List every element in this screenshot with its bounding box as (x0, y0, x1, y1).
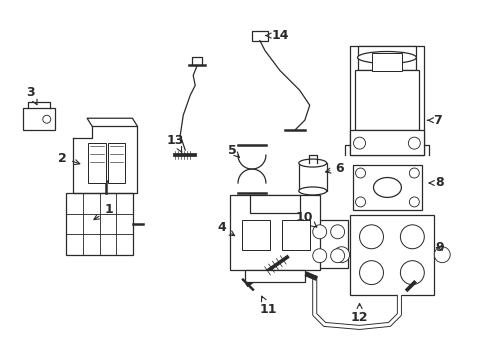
Circle shape (42, 115, 51, 123)
Circle shape (333, 247, 349, 263)
Bar (309, 220, 347, 268)
Bar (251, 31, 267, 41)
Circle shape (330, 249, 344, 263)
Bar (349, 45, 424, 155)
Bar (352, 165, 422, 210)
Bar (349, 215, 433, 294)
Bar (23, 108, 55, 130)
Ellipse shape (357, 51, 415, 63)
Circle shape (330, 225, 344, 239)
Text: 9: 9 (434, 241, 443, 254)
Bar (244, 270, 304, 282)
Circle shape (355, 168, 365, 178)
Circle shape (359, 261, 383, 285)
Bar (371, 54, 401, 71)
Bar (357, 45, 415, 71)
Bar (298, 163, 326, 191)
Text: 8: 8 (428, 176, 443, 189)
Circle shape (400, 225, 424, 249)
Circle shape (312, 225, 326, 239)
Ellipse shape (373, 177, 401, 197)
Text: 13: 13 (166, 134, 183, 152)
Text: 6: 6 (325, 162, 343, 175)
Bar (281, 220, 309, 250)
Text: 12: 12 (350, 303, 367, 324)
Circle shape (359, 225, 383, 249)
Circle shape (312, 249, 326, 263)
Circle shape (408, 197, 419, 207)
Bar (349, 130, 424, 155)
Text: 4: 4 (217, 221, 234, 236)
Bar (354, 71, 419, 130)
Bar (107, 143, 125, 183)
Bar (87, 143, 105, 183)
Ellipse shape (298, 187, 326, 195)
Text: 11: 11 (259, 296, 276, 316)
Circle shape (355, 197, 365, 207)
Ellipse shape (298, 159, 326, 167)
Circle shape (407, 137, 420, 149)
Text: 3: 3 (26, 86, 37, 105)
Bar (249, 195, 299, 213)
Bar (229, 195, 319, 270)
Text: 10: 10 (295, 211, 316, 227)
Circle shape (353, 137, 365, 149)
Text: 1: 1 (94, 203, 113, 220)
Circle shape (400, 261, 424, 285)
Circle shape (408, 168, 419, 178)
Text: 5: 5 (227, 144, 239, 157)
Bar (242, 220, 269, 250)
Text: 2: 2 (58, 152, 80, 165)
Circle shape (433, 247, 449, 263)
Text: 7: 7 (427, 114, 441, 127)
Bar (65, 193, 133, 255)
Text: 14: 14 (265, 29, 288, 42)
